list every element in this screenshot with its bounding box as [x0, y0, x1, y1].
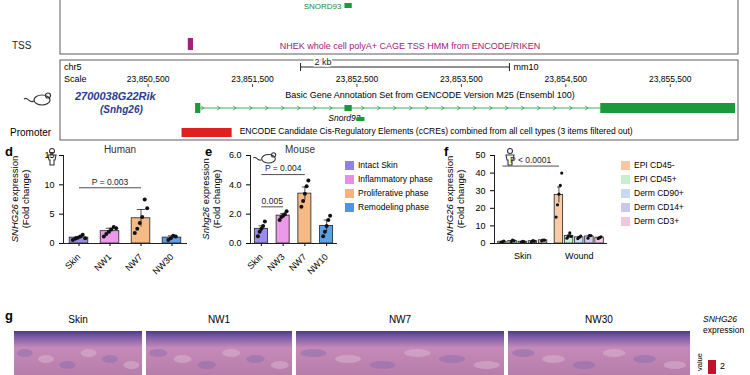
svg-text:4.0: 4.0: [229, 180, 242, 190]
html-text:SNHG26: SNHG26: [9, 204, 20, 243]
svg-text:P < 0.0001: P < 0.0001: [510, 155, 551, 165]
html-text:expression: expression: [9, 155, 20, 205]
svg-text:15: 15: [44, 150, 55, 161]
svg-text:NW7: NW7: [287, 251, 309, 273]
svg-text:23,852,500: 23,852,500: [336, 74, 379, 84]
svg-text:5: 5: [49, 209, 54, 219]
html-text:EPI CD45-: EPI CD45-: [634, 160, 675, 170]
html-text:Derm CD14+: Derm CD14+: [634, 202, 684, 212]
html-text:NW7: NW7: [388, 314, 412, 325]
svg-text:chr5: chr5: [64, 62, 82, 72]
html-text:(Fold change): (Fold change): [211, 169, 222, 229]
svg-text:23,854,500: 23,854,500: [545, 74, 588, 84]
svg-text:Skin: Skin: [514, 251, 532, 261]
html-text:Human: Human: [103, 144, 137, 155]
svg-text:2 kb: 2 kb: [315, 57, 332, 67]
html-text:EPI CD45+: EPI CD45+: [634, 174, 677, 184]
svg-text:10: 10: [44, 180, 54, 190]
html-text:Inflammatory phase: Inflammatory phase: [358, 174, 433, 184]
svg-text:Skin: Skin: [245, 252, 264, 271]
html-text:Proliferative phase: Proliferative phase: [358, 188, 429, 198]
svg-text:mm10: mm10: [513, 62, 538, 72]
html-text:e: e: [205, 144, 213, 159]
html-text:(Fold change): (Fold change): [20, 169, 31, 229]
svg-text:40: 40: [475, 168, 485, 178]
svg-text:(Snhg26): (Snhg26): [100, 104, 143, 115]
html-text:2: 2: [720, 361, 725, 371]
svg-text:0: 0: [49, 238, 54, 248]
svg-text:6.0: 6.0: [229, 150, 242, 160]
svg-text:10: 10: [475, 221, 485, 231]
html-text:f: f: [444, 144, 449, 159]
html-text:d: d: [5, 144, 13, 159]
html-text:g: g: [5, 308, 13, 323]
svg-text:23,851,500: 23,851,500: [231, 74, 274, 84]
html-text:Derm CD3+: Derm CD3+: [634, 216, 680, 226]
svg-text:P = 0.003: P = 0.003: [92, 176, 129, 186]
svg-text:30: 30: [475, 186, 485, 196]
html-text:expression: expression: [444, 155, 455, 205]
svg-text:ENCODE Candidate Cis-Regulator: ENCODE Candidate Cis-Regulatory Elements…: [240, 126, 633, 136]
html-text:Derm CD90+: Derm CD90+: [634, 188, 684, 198]
svg-text:2700038G22Rik: 2700038G22Rik: [74, 90, 157, 102]
svg-text:2.0: 2.0: [229, 209, 242, 219]
html-text:Skin: Skin: [68, 314, 88, 325]
html-text:NW30: NW30: [585, 314, 613, 325]
svg-text:Skin: Skin: [63, 252, 82, 271]
html-text:expression: expression: [200, 158, 211, 207]
html-text:NW1: NW1: [207, 314, 231, 325]
svg-text:50: 50: [475, 150, 485, 160]
html-text:Mouse: Mouse: [285, 144, 315, 155]
svg-text:0.005: 0.005: [262, 196, 284, 206]
html-text:Remodeling phase: Remodeling phase: [358, 202, 429, 212]
html-text:(Fold change): (Fold change): [455, 169, 466, 229]
html-text:Intact Skin: Intact Skin: [358, 160, 398, 170]
svg-text:TSS: TSS: [12, 40, 32, 51]
svg-text:23,850,500: 23,850,500: [127, 74, 170, 84]
svg-text:0.0: 0.0: [229, 238, 242, 248]
svg-text:NHEK whole cell polyA+ CAGE TS: NHEK whole cell polyA+ CAGE TSS HMM from…: [280, 41, 541, 51]
svg-text:NW30: NW30: [151, 252, 176, 277]
svg-text:20: 20: [475, 203, 485, 213]
svg-text:NW1: NW1: [92, 252, 113, 273]
svg-text:NW3: NW3: [265, 252, 286, 273]
svg-text:23,853,500: 23,853,500: [440, 74, 483, 84]
svg-text:Promoter: Promoter: [10, 127, 52, 138]
html-text:SNHG26: SNHG26: [703, 314, 737, 324]
svg-text:Scale: Scale: [64, 74, 87, 84]
svg-text:Wound: Wound: [565, 251, 593, 261]
html-text:expression: expression: [703, 325, 745, 335]
svg-text:SNORD93: SNORD93: [304, 2, 342, 11]
svg-text:NW7: NW7: [123, 252, 144, 273]
svg-text:P = 0.004: P = 0.004: [265, 163, 302, 173]
svg-text:0: 0: [480, 238, 485, 248]
svg-text:Basic Gene Annotation Set from: Basic Gene Annotation Set from GENCODE V…: [285, 90, 575, 100]
svg-text:23,855,500: 23,855,500: [649, 74, 692, 84]
svg-text:Snord93: Snord93: [328, 113, 360, 123]
html-text:Snhg26: Snhg26: [200, 206, 211, 240]
html-text:value: value: [694, 353, 704, 371]
svg-text:NW10: NW10: [305, 252, 330, 277]
html-text:SNHG26: SNHG26: [444, 204, 455, 243]
